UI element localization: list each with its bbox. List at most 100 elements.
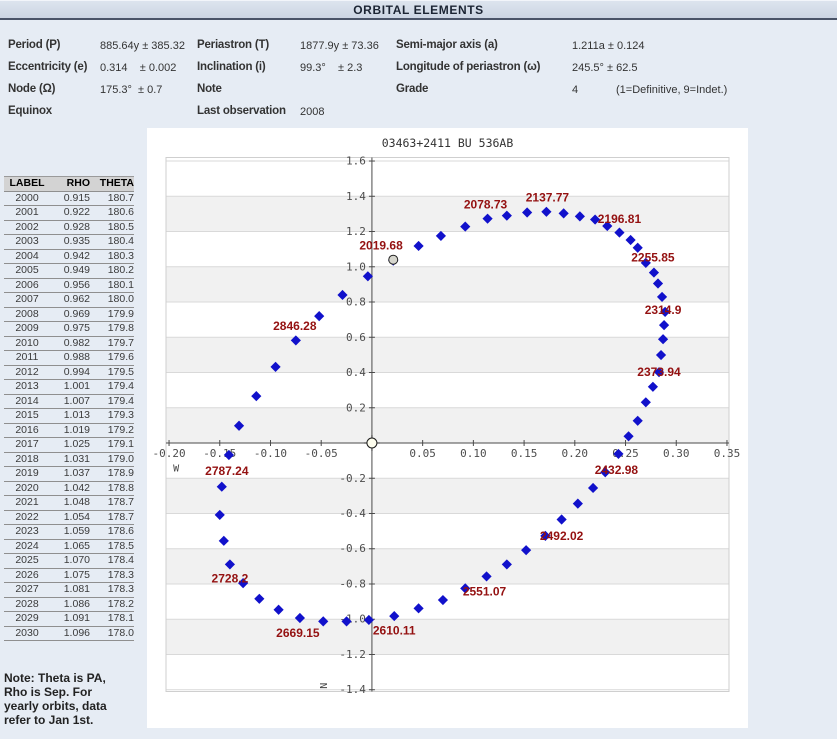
stripe-band: [166, 266, 729, 303]
epoch-label: 2610.11: [373, 624, 416, 638]
element-value: 885.64y ± 385.32: [100, 40, 185, 52]
ephemeris-row: 2007 0.962 180.0: [4, 293, 134, 308]
orbit-point: [647, 381, 659, 392]
x-tick-label: -0.05: [305, 447, 338, 460]
theta-cell: 179.3: [107, 409, 134, 421]
orbit-point: [648, 267, 660, 278]
stripe-band: [166, 407, 729, 444]
last-observation-marker: [388, 254, 399, 265]
year-cell: 2002: [15, 220, 39, 233]
ephemeris-row: 2015 1.013 179.3: [4, 409, 134, 424]
theta-cell: 180.2: [107, 264, 134, 276]
year-cell: 2013: [15, 380, 39, 392]
theta-cell: 179.5: [107, 365, 134, 378]
y-tick-label: 0.2: [346, 401, 366, 414]
rho-cell: 1.037: [63, 467, 90, 479]
rho-cell: 1.019: [63, 423, 90, 436]
rho-cell: 0.975: [63, 322, 90, 334]
rho-cell: 1.048: [63, 496, 90, 508]
footnote-line: Rho is Sep. For: [4, 685, 93, 699]
theta-cell: 178.3: [107, 583, 134, 595]
year-cell: 2025: [15, 554, 39, 566]
year-cell: 2030: [15, 626, 39, 639]
year-cell: 2026: [15, 568, 39, 581]
rho-cell: 0.988: [63, 351, 90, 363]
ephemeris-row: 2021 1.048 178.7: [4, 496, 134, 511]
element-value: 99.3° ± 2.3: [300, 62, 363, 74]
orbit-point: [652, 278, 664, 289]
orbit-point: [481, 571, 492, 582]
theta-cell: 179.0: [107, 452, 134, 465]
orbit-point: [238, 578, 249, 589]
ephemeris-row: 2028 1.086 178.2: [4, 597, 134, 612]
y-tick-label: 1.2: [346, 225, 366, 238]
rho-cell: 0.928: [63, 220, 90, 233]
theta-cell: 178.2: [107, 597, 134, 610]
ephemeris-row: 2004 0.942 180.3: [4, 249, 134, 264]
y-tick-label: -0.6: [339, 542, 366, 555]
epoch-label: 2314.9: [645, 303, 682, 317]
orbital-elements-table: Period (P) 885.64y ± 385.32 Periastron (T)…: [0, 0, 837, 128]
ephemeris-row: 2009 0.975 179.8: [4, 322, 134, 337]
rho-cell: 0.949: [63, 264, 90, 276]
epoch-label: 2669.15: [276, 626, 320, 640]
orbit-point: [254, 593, 265, 604]
theta-cell: 180.0: [107, 293, 134, 305]
year-cell: 2008: [15, 307, 39, 320]
rho-cell: 1.001: [63, 380, 90, 392]
theta-cell: 178.9: [107, 467, 134, 479]
year-cell: 2004: [15, 249, 39, 262]
theta-cell: 178.5: [107, 539, 134, 552]
ephemeris-row: 2008 0.969 179.9: [4, 307, 134, 322]
ephemeris-row: 2001 0.922 180.6: [4, 206, 134, 221]
stripe-band: [166, 619, 729, 655]
ephemeris-row: 2019 1.037 178.9: [4, 467, 134, 482]
year-cell: 2010: [15, 336, 39, 349]
theta-cell: 180.5: [107, 220, 134, 233]
rho-cell: 0.982: [63, 336, 90, 349]
rho-cell: 1.075: [63, 568, 90, 581]
x-tick-label: -0.20: [152, 447, 185, 460]
ephemeris-row: 2022 1.054 178.7: [4, 510, 134, 525]
rho-cell: 0.962: [63, 293, 90, 305]
ephemeris-header-row: LABEL RHO THETA: [4, 176, 134, 192]
theta-cell: 180.6: [107, 206, 134, 218]
year-cell: 2022: [15, 510, 39, 523]
epoch-label: 2551.07: [463, 585, 507, 599]
year-cell: 2006: [15, 278, 39, 291]
rho-cell: 1.086: [63, 597, 90, 610]
element-label: Inclination (i): [197, 61, 266, 73]
x-tick-label: 0.15: [511, 447, 537, 460]
footnote: Note: Theta is PA, Rho is Sep. For yearly …: [4, 671, 136, 727]
rho-cell: 1.070: [63, 554, 90, 566]
orbit-point: [273, 604, 284, 615]
orbit-point: [640, 257, 651, 268]
year-cell: 2021: [15, 496, 39, 508]
theta-cell: 179.6: [107, 351, 134, 363]
year-cell: 2029: [15, 612, 39, 624]
orbit-point: [251, 391, 262, 402]
rho-cell: 1.013: [63, 409, 90, 421]
theta-cell: 178.7: [107, 510, 134, 523]
theta-cell: 178.0: [107, 626, 134, 639]
year-cell: 2005: [15, 264, 39, 276]
chart-title: 03463+2411 BU 536AB: [382, 136, 514, 150]
ephemeris-row: 2023 1.059 178.6: [4, 525, 134, 540]
epoch-label: 2196.81: [598, 212, 642, 226]
rho-cell: 1.031: [63, 452, 90, 465]
theta-cell: 180.4: [107, 235, 134, 247]
page-title: ORBITAL ELEMENTS: [353, 3, 484, 17]
orbit-point: [435, 230, 446, 242]
ephemeris-row: 2017 1.025 179.1: [4, 438, 134, 453]
rho-cell: 1.081: [63, 583, 90, 595]
rho-cell: 1.096: [63, 626, 90, 639]
x-tick-label: 0.10: [460, 447, 487, 460]
epoch-label: 2255.85: [631, 250, 675, 264]
y-tick-label: -1.2: [339, 648, 366, 661]
year-cell: 2023: [15, 525, 39, 537]
rho-cell: 0.922: [63, 206, 90, 218]
year-cell: 2001: [15, 206, 39, 218]
ephemeris-row: 2012 0.994 179.5: [4, 365, 134, 380]
rho-cell: 1.059: [63, 525, 90, 537]
element-value: 175.3° ± 0.7: [100, 84, 163, 96]
